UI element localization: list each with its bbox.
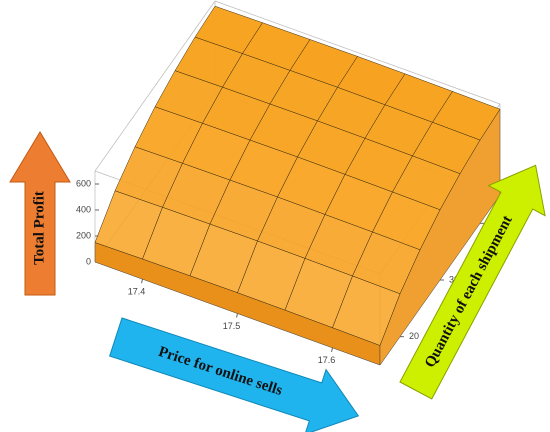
x-tick-label: 17.4	[128, 287, 146, 297]
x-tick-label: 17.6	[318, 355, 336, 365]
x-tick	[236, 313, 238, 318]
x-tick	[141, 279, 143, 284]
z-tick-label: 400	[76, 204, 91, 214]
box-edge	[94, 0, 216, 172]
z-tick-label: 200	[76, 230, 91, 240]
x-tick	[331, 347, 333, 352]
z-tick-label: 600	[76, 178, 91, 188]
surface-patch	[332, 275, 401, 346]
z-tick-label: 0	[86, 256, 91, 266]
y-tick-label: 20	[409, 331, 419, 341]
y-tick-label: 30	[449, 274, 459, 284]
arrow-shape	[109, 317, 360, 432]
z-arrow: Total Profit	[9, 131, 71, 296]
box-edge	[214, 0, 501, 105]
arrow-shape	[399, 164, 546, 400]
x-tick-label: 17.5	[223, 321, 241, 331]
z-axis-label: Total Profit	[31, 191, 47, 265]
arrow-shape	[9, 131, 71, 296]
